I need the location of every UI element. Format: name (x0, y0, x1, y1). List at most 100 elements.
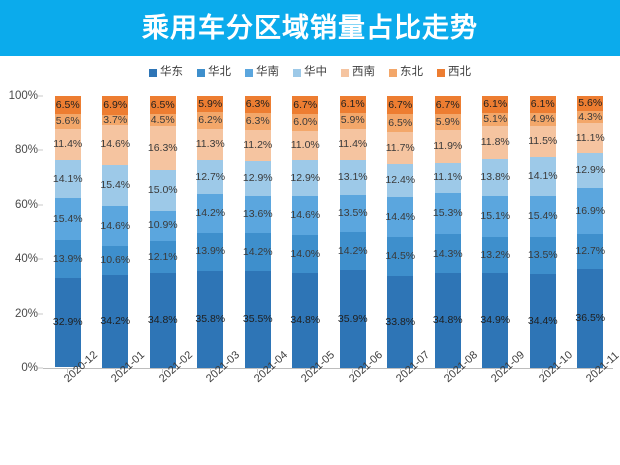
bar-segment-华北[interactable]: 14.2% (243, 232, 273, 272)
bar-segment-西南[interactable]: 11.4% (53, 128, 82, 160)
bar-segment-东北[interactable]: 4.3% (577, 111, 604, 123)
bar-segment-华中[interactable]: 12.7% (195, 159, 225, 195)
bar-segment-华东[interactable]: 34.9% (480, 273, 510, 368)
bar-segment-东北[interactable]: 5.9% (434, 114, 461, 131)
bar-segment-华北[interactable]: 12.7% (575, 234, 605, 269)
bar-segment-华南[interactable]: 14.4% (385, 197, 415, 237)
stacked-bar[interactable]: 6.1% 5.1% 11.8% 13.8% 15.1% 13.2% 34.9% (480, 96, 510, 368)
bar-segment-华北[interactable]: 13.9% (53, 240, 83, 278)
bar-segment-华中[interactable]: 12.4% (385, 163, 415, 198)
stacked-bar[interactable]: 5.6% 4.3% 11.1% 12.9% 16.9% 12.7% 36.5% (575, 96, 605, 368)
bar-segment-华南[interactable]: 16.9% (575, 188, 605, 235)
bar-segment-东北[interactable]: 6.3% (244, 113, 271, 131)
bar-segment-华中[interactable]: 12.9% (243, 160, 273, 196)
bar-segment-东北[interactable]: 5.1% (482, 112, 509, 127)
bar-segment-华东[interactable]: 33.8% (385, 276, 415, 368)
bar-segment-东北[interactable]: 5.6% (54, 113, 81, 129)
bar-segment-西南[interactable]: 11.8% (481, 126, 510, 159)
legend-item-华北[interactable]: 华北 (197, 67, 231, 79)
bar-segment-华东[interactable]: 35.5% (243, 271, 273, 368)
bar-segment-西南[interactable]: 11.7% (386, 131, 415, 164)
stacked-bar[interactable]: 6.7% 6.5% 11.7% 12.4% 14.4% 14.5% 33.8% (385, 96, 415, 368)
bar-segment-西北[interactable]: 6.3% (244, 96, 271, 114)
bar-segment-华南[interactable]: 15.4% (53, 198, 83, 241)
bar-segment-华中[interactable]: 12.9% (575, 153, 605, 189)
bar-segment-华东[interactable]: 36.5% (575, 268, 605, 368)
bar-segment-西南[interactable]: 11.0% (291, 130, 320, 161)
bar-segment-华东[interactable]: 34.8% (290, 273, 320, 368)
legend-item-西南[interactable]: 西南 (341, 67, 375, 79)
bar-segment-西北[interactable]: 5.9% (197, 96, 224, 113)
bar-segment-华东[interactable]: 34.4% (528, 274, 558, 368)
bar-segment-西北[interactable]: 6.7% (387, 96, 414, 115)
bar-segment-西北[interactable]: 6.7% (292, 96, 319, 115)
bar-segment-华东[interactable]: 32.9% (53, 277, 83, 368)
bar-segment-西南[interactable]: 11.1% (576, 122, 605, 154)
bar-segment-西北[interactable]: 6.5% (54, 96, 81, 114)
bar-segment-华北[interactable]: 12.1% (148, 240, 178, 274)
stacked-bar[interactable]: 6.7% 5.9% 11.9% 11.1% 15.3% 14.3% 34.8% (433, 96, 463, 368)
stacked-bar[interactable]: 6.9% 3.7% 14.6% 15.4% 14.6% 10.6% 34.2% (100, 96, 130, 368)
bar-segment-华中[interactable]: 13.8% (480, 158, 510, 197)
bar-segment-东北[interactable]: 4.5% (149, 113, 176, 126)
bar-segment-华中[interactable]: 15.0% (148, 170, 178, 211)
bar-segment-西南[interactable]: 14.6% (100, 124, 130, 165)
bar-segment-华中[interactable]: 11.1% (433, 162, 462, 193)
bar-segment-华南[interactable]: 14.2% (195, 194, 225, 233)
bar-segment-华南[interactable]: 15.4% (528, 195, 558, 238)
bar-segment-华中[interactable]: 14.1% (53, 159, 83, 199)
bar-segment-华南[interactable]: 15.3% (433, 192, 463, 235)
bar-segment-东北[interactable]: 6.0% (292, 114, 319, 131)
legend-item-东北[interactable]: 东北 (389, 67, 423, 79)
bar-segment-华东[interactable]: 34.8% (433, 273, 463, 368)
bar-segment-华北[interactable]: 14.0% (290, 235, 320, 274)
bar-segment-华东[interactable]: 34.8% (148, 273, 178, 368)
bar-segment-华北[interactable]: 13.9% (195, 232, 225, 271)
stacked-bar[interactable]: 6.7% 6.0% 11.0% 12.9% 14.6% 14.0% 34.8% (290, 96, 320, 368)
legend-item-华中[interactable]: 华中 (293, 67, 327, 79)
bar-segment-华中[interactable]: 12.9% (290, 160, 320, 196)
bar-segment-华南[interactable]: 13.5% (338, 195, 368, 232)
bar-segment-西南[interactable]: 11.2% (243, 130, 272, 161)
bar-segment-华东[interactable]: 35.8% (195, 270, 225, 368)
stacked-bar[interactable]: 6.3% 6.3% 11.2% 12.9% 13.6% 14.2% 35.5% (243, 96, 273, 368)
bar-segment-东北[interactable]: 5.9% (339, 112, 366, 129)
bar-segment-西南[interactable]: 11.5% (528, 125, 557, 158)
legend-item-西北[interactable]: 西北 (437, 67, 471, 79)
bar-segment-华东[interactable]: 34.2% (100, 274, 130, 368)
stacked-bar[interactable]: 6.5% 4.5% 16.3% 15.0% 10.9% 12.1% 34.8% (148, 96, 178, 368)
bar-segment-华北[interactable]: 13.5% (528, 237, 558, 275)
bar-segment-华中[interactable]: 14.1% (528, 157, 558, 196)
bar-segment-华北[interactable]: 13.2% (480, 237, 510, 274)
bar-segment-华北[interactable]: 14.3% (433, 234, 463, 274)
bar-segment-华南[interactable]: 15.1% (480, 196, 510, 238)
bar-segment-西北[interactable]: 5.6% (577, 96, 604, 112)
bar-segment-西北[interactable]: 6.7% (434, 96, 461, 115)
bar-segment-西南[interactable]: 16.3% (148, 125, 178, 171)
bar-segment-华南[interactable]: 13.6% (243, 195, 273, 233)
bar-segment-东北[interactable]: 4.9% (529, 112, 556, 126)
bar-segment-东北[interactable]: 6.2% (197, 112, 224, 129)
bar-segment-华东[interactable]: 35.9% (338, 270, 368, 368)
stacked-bar[interactable]: 6.5% 5.6% 11.4% 14.1% 15.4% 13.9% 32.9% (53, 96, 83, 368)
legend-item-华南[interactable]: 华南 (245, 67, 279, 79)
bar-segment-华南[interactable]: 14.6% (290, 195, 320, 236)
bar-segment-西北[interactable]: 6.9% (102, 96, 129, 115)
legend-item-华东[interactable]: 华东 (149, 67, 183, 79)
stacked-bar[interactable]: 6.1% 5.9% 11.4% 13.1% 13.5% 14.2% 35.9% (338, 96, 368, 368)
bar-segment-华北[interactable]: 10.6% (100, 246, 130, 275)
bar-segment-西北[interactable]: 6.1% (482, 96, 509, 113)
bar-segment-华中[interactable]: 15.4% (100, 164, 130, 207)
bar-segment-西南[interactable]: 11.9% (433, 130, 462, 163)
stacked-bar[interactable]: 6.1% 4.9% 11.5% 14.1% 15.4% 13.5% 34.4% (528, 96, 558, 368)
bar-segment-西南[interactable]: 11.4% (338, 128, 367, 160)
bar-segment-华南[interactable]: 10.9% (148, 210, 178, 241)
bar-segment-华南[interactable]: 14.6% (100, 206, 130, 247)
bar-segment-西北[interactable]: 6.5% (149, 96, 176, 114)
bar-segment-华北[interactable]: 14.5% (385, 236, 415, 277)
bar-segment-西北[interactable]: 6.1% (529, 96, 556, 113)
bar-segment-华北[interactable]: 14.2% (338, 231, 368, 271)
bar-segment-东北[interactable]: 3.7% (102, 115, 129, 125)
bar-segment-华中[interactable]: 13.1% (338, 159, 368, 196)
stacked-bar[interactable]: 5.9% 6.2% 11.3% 12.7% 14.2% 13.9% 35.8% (195, 96, 225, 368)
